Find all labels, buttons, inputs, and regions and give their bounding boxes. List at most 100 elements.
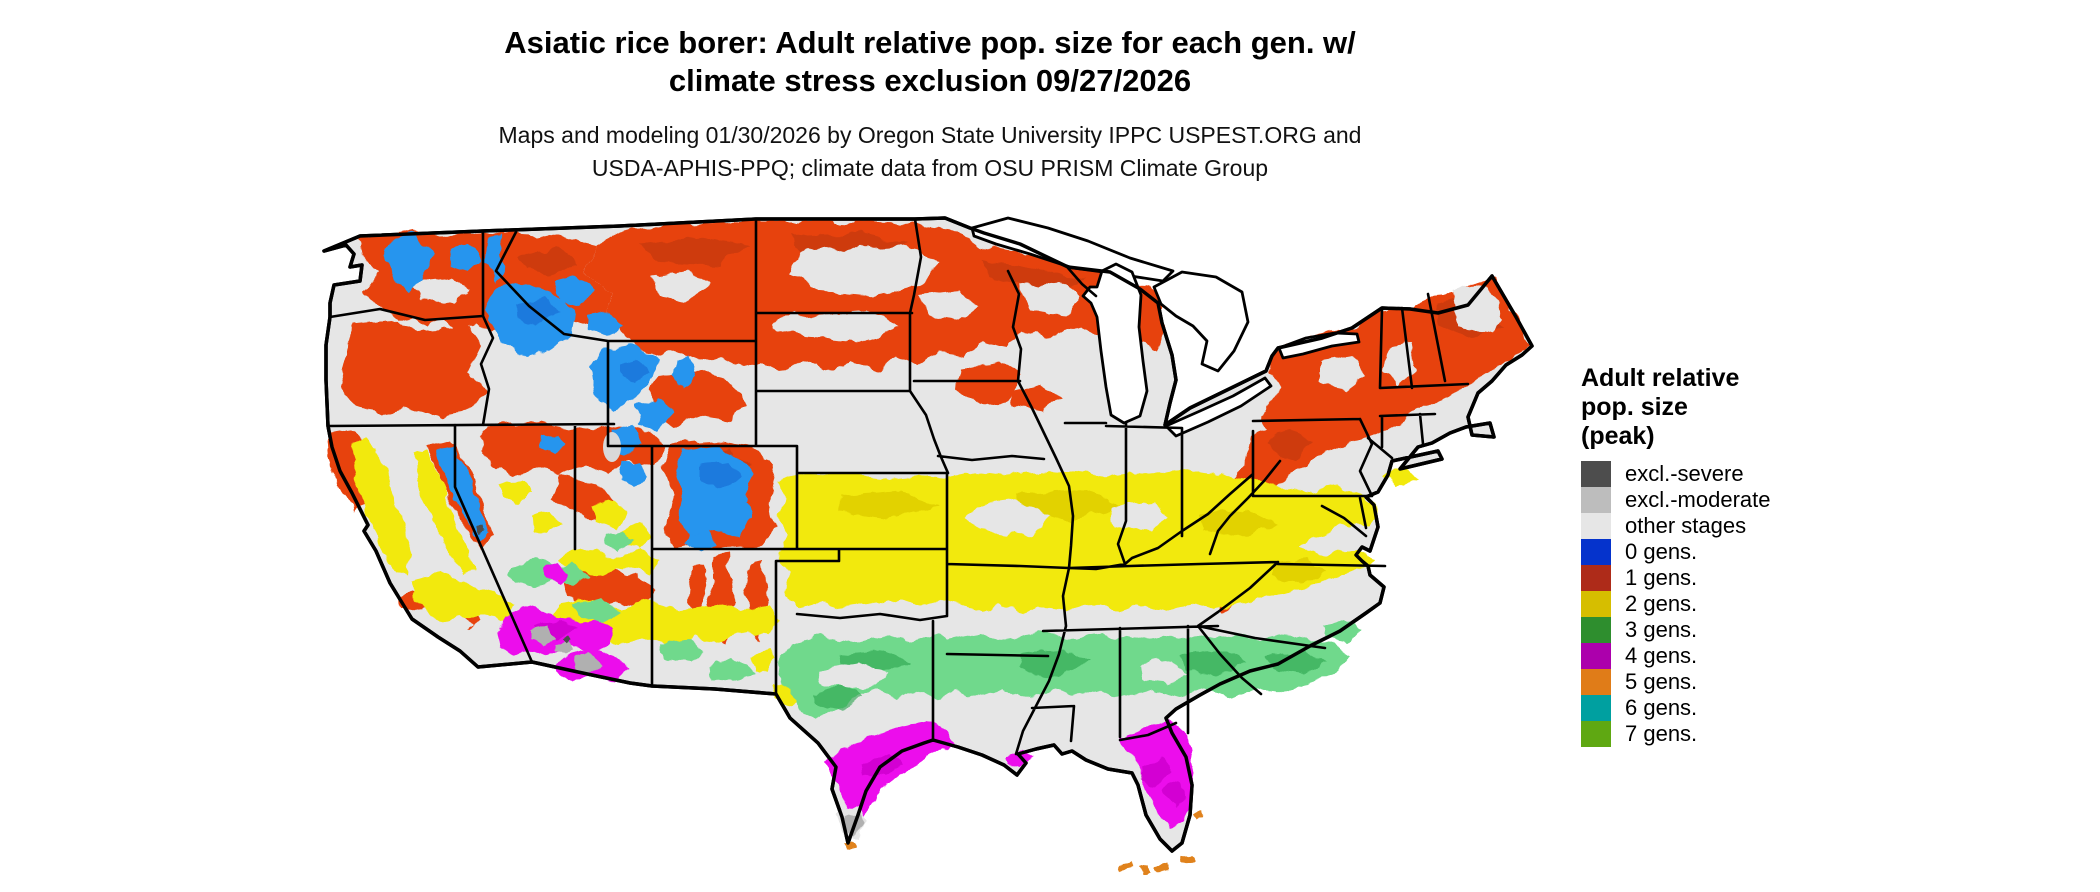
legend-swatch-icon [1581, 513, 1611, 539]
region-3gen-dark [1180, 650, 1245, 675]
legend-rows: excl.-severe excl.-moderate other stages 0 … [1581, 461, 1941, 747]
region-2gen [350, 437, 412, 575]
region-0gen-dark [700, 461, 740, 490]
region-0gen [450, 245, 482, 273]
region-2gen-dark [840, 490, 940, 520]
region-2gen [410, 573, 515, 623]
legend-item-label: 1 gens. [1625, 565, 1698, 590]
regions-other-stages-holes-3 [820, 660, 1185, 690]
region-0gen [438, 447, 488, 539]
region-0gen [672, 355, 695, 390]
region-0gen [540, 433, 564, 453]
region-3gen [605, 530, 632, 551]
map-shape [770, 311, 900, 341]
region-1gen-dark [1265, 430, 1310, 460]
region-0gen [555, 275, 595, 305]
legend-swatch-icon [1581, 487, 1611, 513]
legend-item-label: 2 gens. [1625, 591, 1698, 616]
region-1gen [340, 320, 486, 416]
map-shape [820, 663, 890, 690]
legend-item-label: excl.-severe [1625, 461, 1744, 486]
state-borders [326, 217, 1470, 756]
region-3gen [660, 638, 705, 663]
map-shape [920, 291, 980, 321]
region-1gen-dark [520, 250, 580, 275]
region-4gen-dark [1140, 757, 1172, 787]
map-shape [1320, 356, 1365, 391]
region-2gen [415, 451, 475, 575]
legend-item-label: 0 gens. [1625, 539, 1698, 564]
region-4gen-dark [1165, 783, 1186, 807]
conus-coastline [322, 216, 1534, 853]
lake-ontario [1277, 331, 1361, 360]
map-shape [563, 636, 573, 645]
region-3gen-dark [815, 685, 865, 711]
region-1gen-dark [640, 237, 750, 265]
map-title: Asiatic rice borer: Adult relative pop. … [504, 24, 1356, 100]
legend-swatch-icon [1581, 591, 1611, 617]
region-3gen [710, 658, 752, 683]
legend-row-0-gens-: 0 gens. [1581, 539, 1941, 565]
legend-swatch-icon [1581, 565, 1611, 591]
regions-other-stages-holes [410, 246, 1505, 391]
map-subtitle-line1: Maps and modeling 01/30/2026 by Oregon S… [498, 122, 1362, 148]
region-0gen-dark [620, 359, 650, 383]
map-title-line1: Asiatic rice borer: Adult relative pop. … [504, 25, 1356, 60]
legend-row-other-stages: other stages [1581, 513, 1941, 539]
region-1gen [958, 361, 1020, 406]
legend-swatch-icon [1581, 721, 1611, 747]
risk-regions [328, 221, 1532, 873]
us-risk-map [320, 175, 1540, 875]
legend-row-3-gens-: 3 gens. [1581, 617, 1941, 643]
region-0gen [385, 235, 432, 293]
region-5gen [1156, 862, 1170, 872]
legend-row-7-gens-: 7 gens. [1581, 721, 1941, 747]
region-1gen [585, 221, 1165, 371]
legend-swatch-icon [1581, 695, 1611, 721]
region-0gen [620, 460, 648, 487]
lake-michigan [1081, 262, 1149, 425]
legend-item-label: 5 gens. [1625, 669, 1698, 694]
region-1gen [650, 371, 750, 426]
map-shape [555, 641, 574, 656]
region-5gen [1120, 862, 1132, 871]
map-shape [530, 625, 556, 645]
map-shape [575, 653, 599, 672]
region-2gen [500, 480, 532, 505]
legend-row-excl-moderate: excl.-moderate [1581, 487, 1941, 513]
region-4gen [825, 720, 952, 830]
legend-swatch-icon [1581, 643, 1611, 669]
great-lakes [603, 216, 1361, 462]
legend-item-label: excl.-moderate [1625, 487, 1771, 512]
region-0gen [675, 445, 752, 537]
region-4gen [545, 565, 568, 585]
legend-row-excl-severe: excl.-severe [1581, 461, 1941, 487]
map-shape [435, 617, 475, 637]
region-5gen [1194, 811, 1203, 822]
region-2gen [530, 510, 560, 535]
map-shape [1450, 284, 1505, 336]
us-risk-map-svg [322, 216, 1534, 873]
legend-title: Adult relative pop. size (peak) [1581, 364, 1941, 451]
region-2gen-dark [1020, 490, 1120, 520]
legend-title-line1: Adult relative [1581, 364, 1740, 392]
map-shape [476, 524, 485, 533]
legend-row-1-gens-: 1 gens. [1581, 565, 1941, 591]
region-0gen [688, 530, 715, 551]
region-5gen [1138, 864, 1150, 873]
map-shape [790, 246, 940, 296]
regions-5gen [845, 811, 1203, 873]
region-2gen [590, 500, 630, 527]
region-2gen [1382, 469, 1416, 488]
map-shape [1020, 281, 1080, 316]
region-2gen [750, 649, 778, 672]
map-shape [410, 276, 470, 304]
map-title-line2: climate stress exclusion 09/27/2026 [668, 63, 1192, 98]
legend-swatch-icon [1581, 539, 1611, 565]
region-2gen [560, 548, 660, 575]
legend-row-6-gens-: 6 gens. [1581, 695, 1941, 721]
map-legend: Adult relative pop. size (peak) excl.-se… [1581, 364, 1941, 747]
region-3gen-dark [1270, 650, 1325, 675]
legend-swatch-icon [1581, 461, 1611, 487]
